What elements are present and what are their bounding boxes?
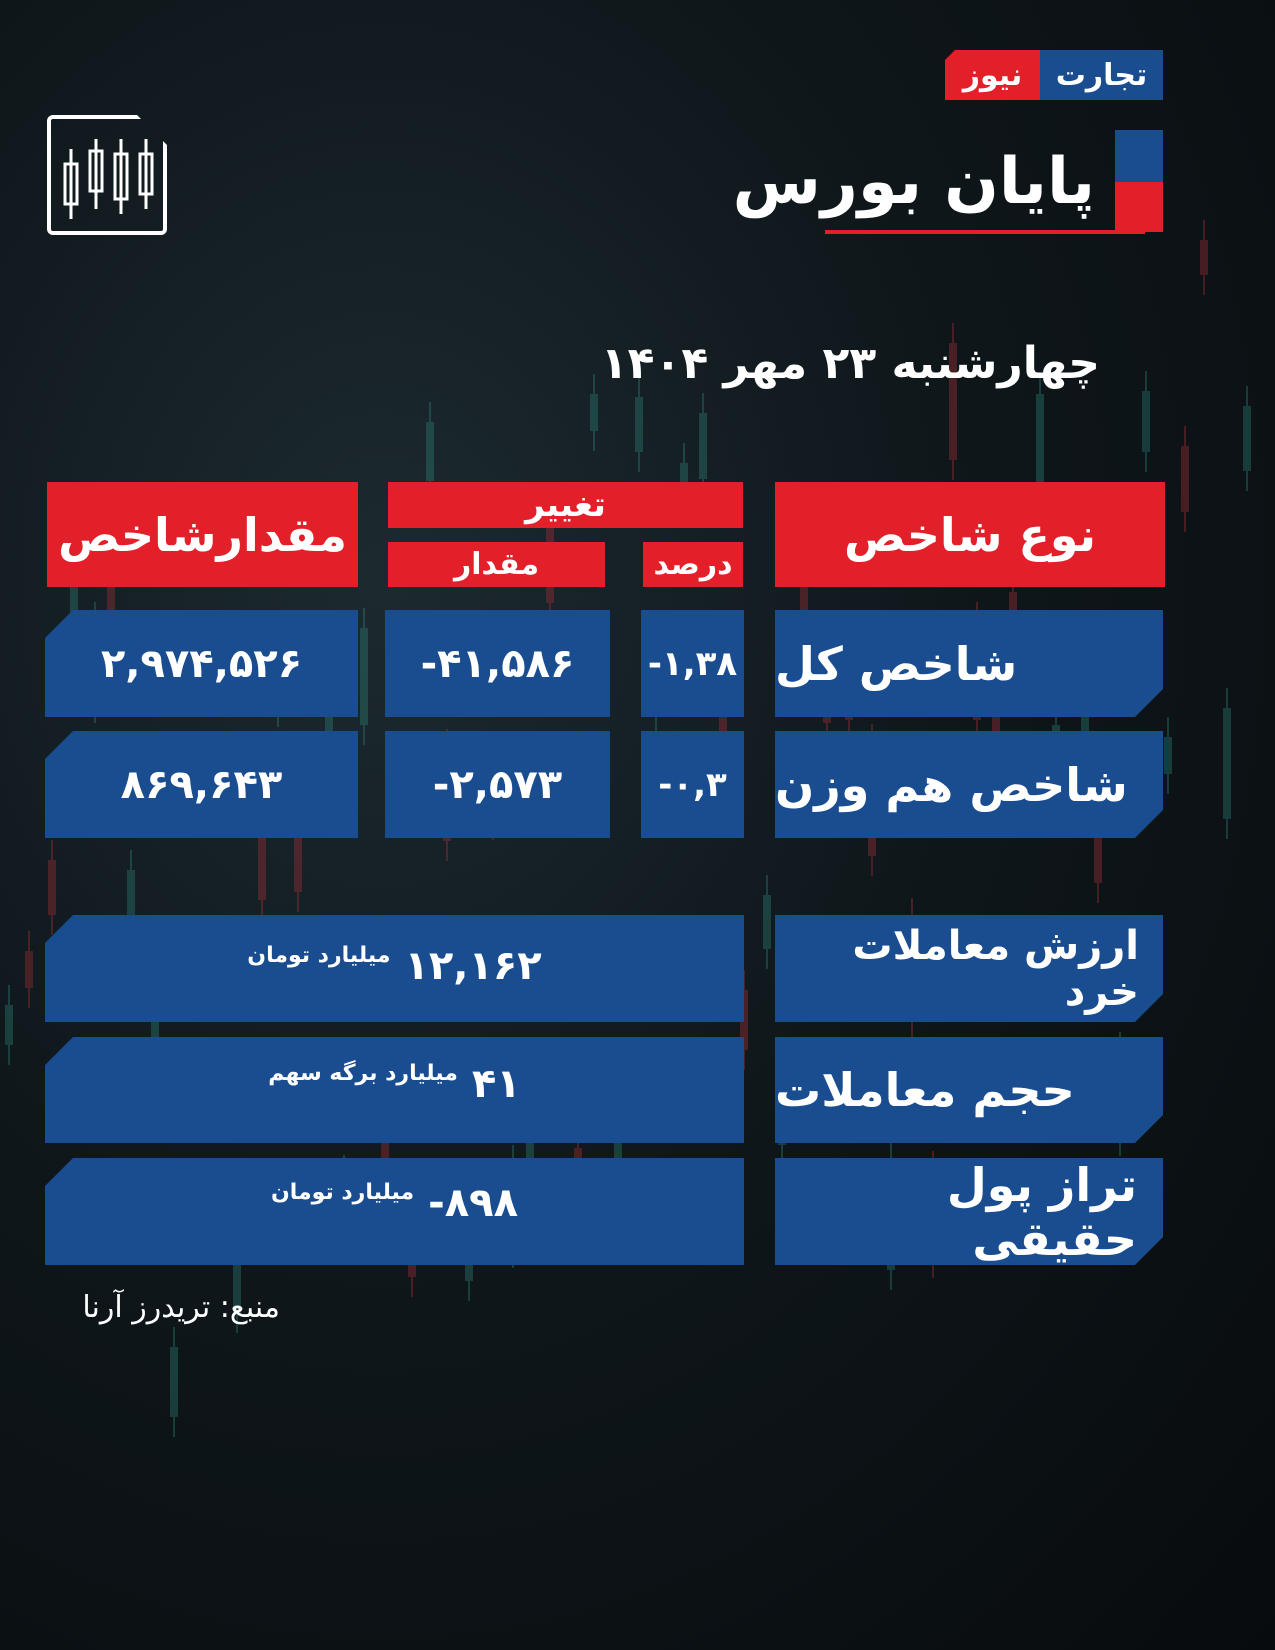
stat3-unit: میلیارد تومان: [271, 1180, 415, 1205]
header-change: تغییر: [388, 482, 743, 528]
background-candle: [294, 780, 303, 913]
background-candle: [425, 401, 434, 501]
background-candle: [634, 376, 643, 473]
stat1-value: ۱۲,۱۶۲: [404, 943, 542, 989]
stat1-unit: میلیارد تومان: [247, 943, 391, 968]
source-credit: منبع: تریدرز آرنا: [82, 1290, 280, 1325]
row1-label: شاخص کل: [775, 610, 1163, 717]
background-candle: [258, 781, 267, 921]
brand-part2: نیوز: [945, 50, 1040, 100]
row1-change: -۴۱,۵۸۶: [385, 610, 610, 717]
background-candle: [1180, 425, 1189, 532]
title-accent-blue: [1115, 130, 1163, 182]
background-candle: [69, 533, 78, 649]
row1-value: ۲,۹۷۴,۵۲۶: [45, 610, 358, 717]
stat2-label: حجم معاملات: [775, 1037, 1163, 1143]
background-candle: [1222, 687, 1231, 840]
row2-label: شاخص هم وزن: [775, 731, 1163, 838]
date: چهارشنبه ۲۳ مهر ۱۴۰۴: [600, 338, 1100, 389]
background-candle: [359, 608, 368, 745]
stat3-value: -۸۹۸: [428, 1180, 518, 1226]
brand-logo: نیوز تجارت: [945, 50, 1163, 100]
candlestick-chart-icon: [47, 115, 167, 235]
stat1-label: ارزش معاملات خرد: [775, 915, 1163, 1022]
stat2-unit: میلیارد برگه سهم: [268, 1061, 458, 1086]
background-candle: [718, 683, 727, 754]
title-underline: [825, 230, 1145, 234]
background-candle: [526, 1068, 535, 1220]
background-candle: [47, 839, 56, 935]
header-percent: درصد: [643, 542, 743, 587]
background-candle: [992, 644, 1001, 795]
background-candle: [464, 1231, 473, 1301]
row2-percent: -۰,۳: [641, 731, 744, 838]
background-candle: [1243, 385, 1252, 492]
background-candle: [1080, 687, 1089, 762]
background-candle: [1163, 716, 1172, 794]
background-candle: [949, 322, 958, 480]
page-title: پایان بورس: [732, 145, 1095, 219]
background-candle: [169, 1327, 178, 1438]
header-index-type: نوع شاخص: [775, 482, 1165, 587]
title-accent-red: [1115, 182, 1163, 232]
background-candle: [1200, 219, 1209, 296]
background-candle: [699, 392, 708, 500]
row1-percent: -۱,۳۸: [641, 610, 744, 717]
background-candle: [233, 1220, 242, 1334]
row2-value: ۸۶۹,۶۴۳: [45, 731, 358, 838]
background-candle: [4, 984, 13, 1066]
header-amount: مقدار: [388, 542, 605, 587]
stat2-value-box: ۴۱ میلیارد برگه سهم: [45, 1037, 744, 1143]
stat3-label: تراز پول حقیقی: [775, 1158, 1163, 1265]
background-candle: [380, 1079, 389, 1228]
background-candle: [1035, 373, 1044, 505]
stat1-value-box: ۱۲,۱۶۲ میلیارد تومان: [45, 915, 744, 1022]
stat3-value-box: -۸۹۸ میلیارد تومان: [45, 1158, 744, 1265]
background-candle: [589, 373, 598, 452]
brand-part1: تجارت: [1040, 50, 1163, 100]
background-candle: [1142, 370, 1151, 472]
background-candle: [614, 1082, 623, 1229]
stat2-value: ۴۱: [471, 1061, 521, 1107]
background-candle: [799, 563, 808, 636]
background-candle: [1093, 811, 1102, 903]
background-candle: [25, 930, 34, 1008]
background-candle: [763, 875, 772, 970]
header-index-value: مقدارشاخص: [47, 482, 358, 587]
row2-change: -۲,۵۷۳: [385, 731, 610, 838]
